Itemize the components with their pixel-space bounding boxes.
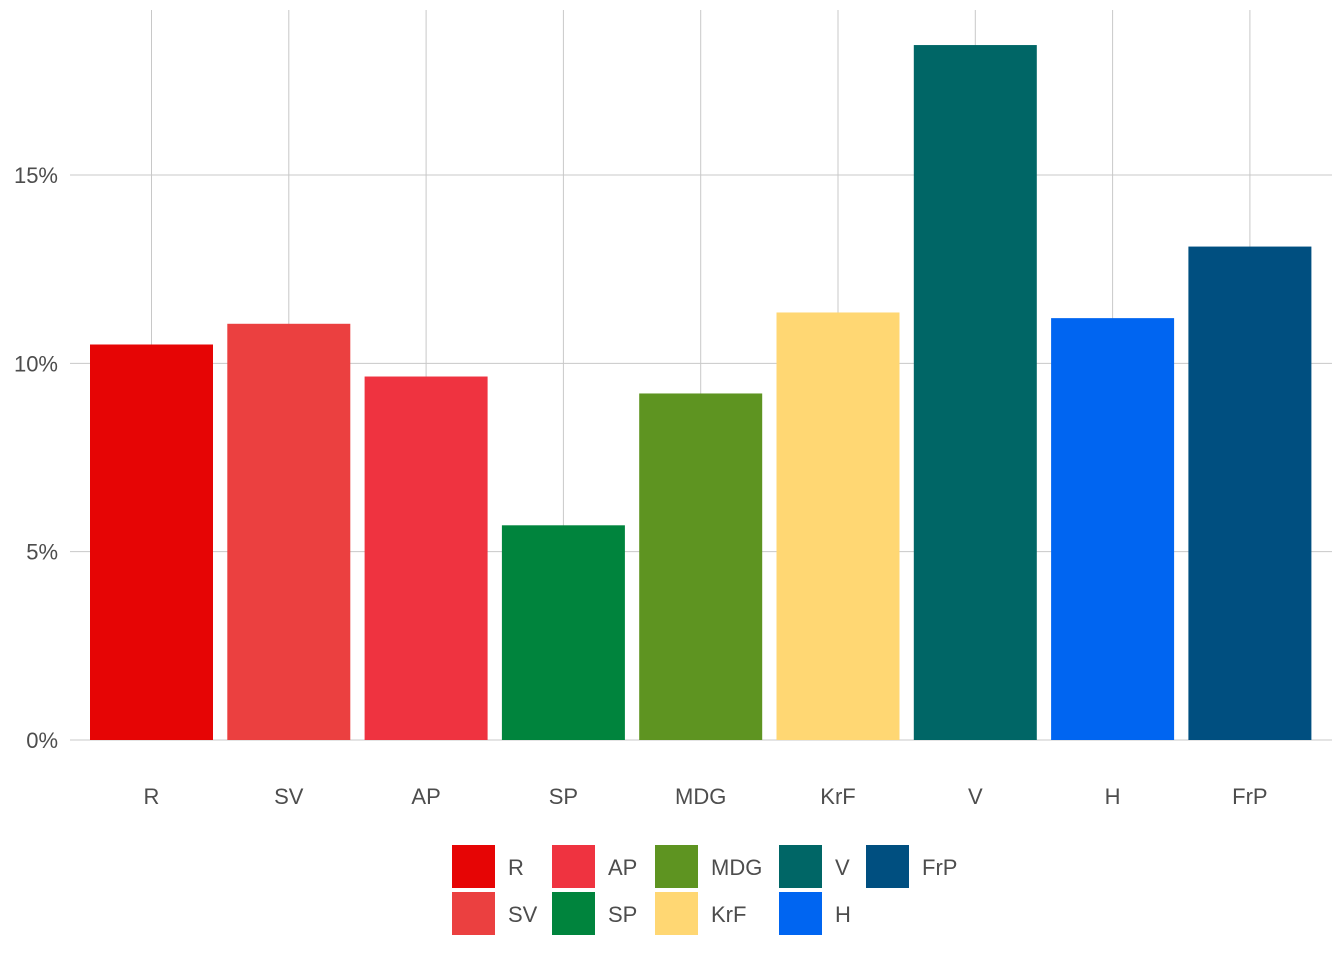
legend-item-v: V bbox=[779, 845, 850, 888]
legend-item-mdg: MDG bbox=[655, 845, 762, 888]
legend-label: KrF bbox=[711, 902, 746, 927]
legend-item-sv: SV bbox=[452, 892, 538, 935]
legend-swatch bbox=[452, 892, 495, 935]
legend-label: R bbox=[508, 855, 524, 880]
x-tick-label: V bbox=[968, 784, 983, 809]
bar-v bbox=[913, 45, 1037, 741]
bar-ap bbox=[364, 376, 488, 740]
legend-swatch bbox=[779, 845, 822, 888]
legend-item-h: H bbox=[779, 892, 851, 935]
bar-r bbox=[90, 344, 213, 740]
legend-label: SP bbox=[608, 902, 637, 927]
legend-item-sp: SP bbox=[552, 892, 637, 935]
legend-item-r: R bbox=[452, 845, 524, 888]
bar-sv bbox=[227, 323, 351, 740]
y-tick-label: 15% bbox=[14, 163, 58, 188]
legend: R SV AP SP MDG KrF VH FrP bbox=[452, 845, 957, 935]
y-tick-label: 10% bbox=[14, 351, 58, 376]
x-tick-label: SV bbox=[274, 784, 304, 809]
x-tick-label: R bbox=[144, 784, 160, 809]
legend-swatch bbox=[552, 845, 595, 888]
legend-swatch bbox=[655, 845, 698, 888]
legend-swatch bbox=[779, 892, 822, 935]
legend-item-frp: FrP bbox=[866, 845, 957, 888]
y-tick-label: 5% bbox=[26, 540, 58, 565]
legend-label: SV bbox=[508, 902, 538, 927]
x-tick-label: MDG bbox=[675, 784, 726, 809]
x-tick-label: FrP bbox=[1232, 784, 1267, 809]
legend-swatch bbox=[452, 845, 495, 888]
legend-label: V bbox=[835, 855, 850, 880]
legend-swatch bbox=[866, 845, 909, 888]
legend-label: MDG bbox=[711, 855, 762, 880]
x-tick-label: AP bbox=[411, 784, 440, 809]
bar-h bbox=[1051, 318, 1175, 740]
bar-krf bbox=[776, 312, 900, 740]
legend-swatch bbox=[655, 892, 698, 935]
y-axis: 0% 5% 10% 15% bbox=[14, 163, 58, 753]
legend-label: H bbox=[835, 902, 851, 927]
x-tick-label: H bbox=[1105, 784, 1121, 809]
y-tick-label: 0% bbox=[26, 728, 58, 753]
legend-label: AP bbox=[608, 855, 637, 880]
legend-item-krf: KrF bbox=[655, 892, 746, 935]
legend-item-ap: AP bbox=[552, 845, 637, 888]
legend-swatch bbox=[552, 892, 595, 935]
bars bbox=[90, 45, 1312, 741]
x-axis: R SV AP SP MDG KrF V H FrP bbox=[144, 784, 1268, 809]
x-tick-label: KrF bbox=[820, 784, 855, 809]
bar-frp bbox=[1188, 246, 1312, 741]
bar-mdg bbox=[639, 393, 763, 740]
bar-sp bbox=[501, 525, 625, 740]
x-tick-label: SP bbox=[549, 784, 578, 809]
legend-label: FrP bbox=[922, 855, 957, 880]
